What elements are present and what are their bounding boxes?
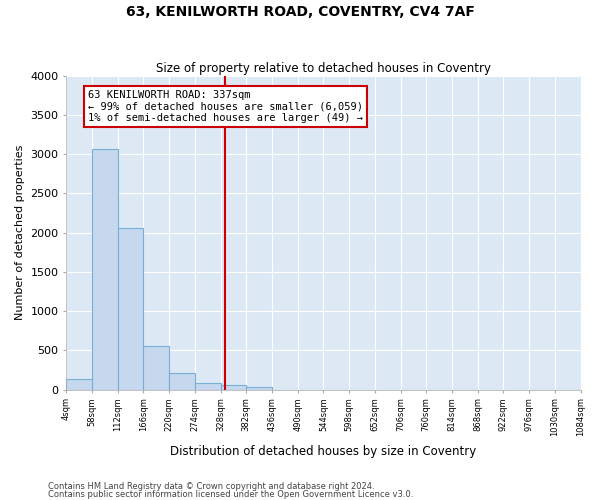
- X-axis label: Distribution of detached houses by size in Coventry: Distribution of detached houses by size …: [170, 444, 476, 458]
- Bar: [169, 374, 195, 390]
- Bar: [221, 385, 246, 390]
- Y-axis label: Number of detached properties: Number of detached properties: [15, 145, 25, 320]
- Bar: [143, 346, 169, 390]
- Bar: [195, 383, 221, 390]
- Bar: [246, 387, 272, 390]
- Title: Size of property relative to detached houses in Coventry: Size of property relative to detached ho…: [156, 62, 491, 74]
- Text: 63, KENILWORTH ROAD, COVENTRY, CV4 7AF: 63, KENILWORTH ROAD, COVENTRY, CV4 7AF: [125, 5, 475, 19]
- Bar: [67, 380, 92, 390]
- Bar: [92, 150, 118, 390]
- Text: 63 KENILWORTH ROAD: 337sqm
← 99% of detached houses are smaller (6,059)
1% of se: 63 KENILWORTH ROAD: 337sqm ← 99% of deta…: [88, 90, 363, 123]
- Text: Contains public sector information licensed under the Open Government Licence v3: Contains public sector information licen…: [48, 490, 413, 499]
- Text: Contains HM Land Registry data © Crown copyright and database right 2024.: Contains HM Land Registry data © Crown c…: [48, 482, 374, 491]
- Bar: [118, 228, 143, 390]
